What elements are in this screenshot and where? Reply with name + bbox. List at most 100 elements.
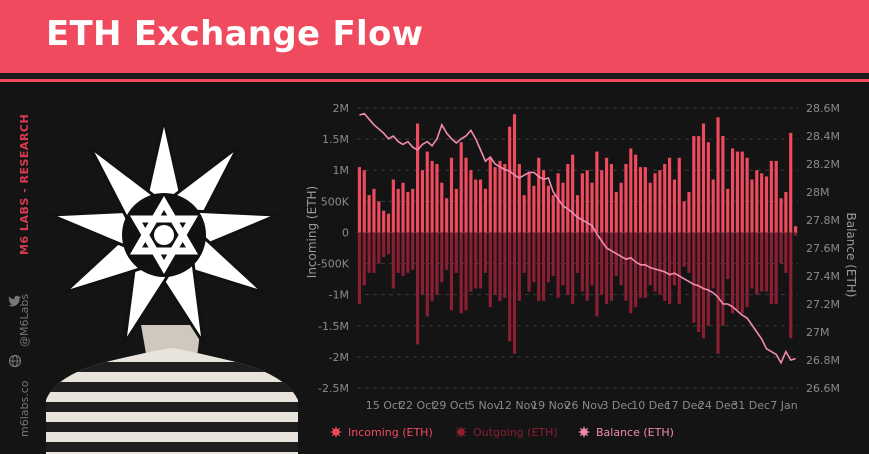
outgoing-bar: [498, 232, 502, 301]
outgoing-bar: [735, 232, 739, 311]
incoming-bar: [377, 201, 381, 233]
outgoing-bar: [464, 232, 468, 311]
incoming-bar: [701, 123, 706, 233]
header-accent-line: [0, 79, 869, 82]
x-tick-label: 31 Dec: [731, 399, 770, 412]
left-tick-label: -2M: [329, 351, 349, 364]
outgoing-bar: [750, 232, 754, 289]
left-tick-label: 2M: [333, 102, 350, 115]
outgoing-bar: [493, 232, 497, 295]
outgoing-bar: [653, 232, 657, 292]
outgoing-bar: [706, 232, 710, 326]
outgoing-bar: [391, 232, 395, 289]
left-tick-label: -2.5M: [318, 382, 349, 395]
incoming-bar: [672, 179, 676, 233]
incoming-bar: [750, 179, 754, 233]
incoming-bar: [638, 167, 643, 233]
outgoing-bar: [425, 232, 429, 317]
incoming-bar: [605, 157, 609, 233]
incoming-bar: [498, 160, 502, 233]
outgoing-bar: [672, 232, 676, 286]
right-tick-label: 28.6M: [806, 102, 840, 115]
incoming-bar: [367, 195, 371, 233]
incoming-bar: [386, 213, 391, 233]
legend-marker: [578, 426, 590, 438]
sidebar: M6 LABS - RESEARCH @M6Labs m6labs.co: [0, 82, 36, 454]
incoming-bar: [459, 142, 463, 233]
outgoing-bar: [726, 232, 730, 280]
twitter-handle: @M6Labs: [18, 293, 31, 347]
right-tick-label: 26.8M: [806, 354, 840, 367]
outgoing-bar: [430, 232, 434, 301]
right-tick-label: 27.2M: [806, 298, 840, 311]
legend-marker: [455, 426, 467, 438]
incoming-bar: [595, 151, 599, 233]
outgoing-bar: [556, 232, 560, 298]
outgoing-bar: [697, 232, 701, 332]
outgoing-bar: [745, 232, 749, 308]
outgoing-bar: [386, 232, 391, 255]
incoming-bar: [624, 164, 628, 233]
incoming-bar: [508, 126, 512, 233]
outgoing-bar: [527, 232, 531, 292]
incoming-bar: [692, 136, 696, 233]
balance-line-path: [359, 112, 796, 365]
outgoing-bar: [396, 232, 400, 273]
left-tick-label: -500K: [317, 258, 350, 271]
incoming-bar: [764, 176, 769, 233]
header-divider: [0, 73, 869, 79]
outgoing-bar: [764, 232, 769, 292]
twitter-icon: [8, 295, 21, 307]
incoming-bar: [648, 182, 652, 233]
outgoing-bar: [755, 232, 759, 295]
x-tick-label: 12 Nov: [498, 399, 537, 412]
incoming-bar: [551, 195, 555, 233]
incoming-bar: [546, 185, 550, 233]
incoming-bar: [784, 192, 788, 233]
incoming-bar: [556, 173, 560, 233]
incoming-bar: [571, 154, 575, 233]
balance-line: [359, 112, 796, 365]
outgoing-bar: [779, 232, 783, 264]
outgoing-bar: [382, 232, 386, 258]
incoming-bar: [663, 164, 667, 233]
right-tick-label: 27.8M: [806, 214, 840, 227]
incoming-bar: [503, 164, 507, 233]
outgoing-bar: [663, 232, 667, 301]
outgoing-bars: [357, 232, 798, 354]
incoming-bar: [474, 179, 478, 233]
x-tick-label: 5 Nov: [468, 399, 500, 412]
left-axis-title: Incoming (ETH): [305, 186, 319, 278]
right-tick-label: 28M: [806, 186, 830, 199]
outgoing-bar: [454, 232, 458, 273]
outgoing-bar: [619, 232, 623, 286]
outgoing-bar: [595, 232, 599, 317]
outgoing-bar: [411, 232, 415, 270]
x-tick-label: 29 Oct: [432, 399, 469, 412]
outgoing-bar: [512, 232, 517, 354]
incoming-bar: [469, 170, 473, 233]
page-title: ETH Exchange Flow: [46, 14, 424, 54]
incoming-bar: [479, 179, 483, 233]
outgoing-bar: [449, 232, 454, 311]
outgoing-bar: [682, 232, 686, 267]
incoming-bar: [561, 182, 565, 233]
left-tick-label: 0: [342, 226, 349, 239]
incoming-bar: [789, 132, 793, 233]
outgoing-bar: [658, 232, 662, 295]
globe-icon: [8, 354, 22, 368]
chart-grid: [357, 107, 798, 389]
outgoing-bar: [561, 232, 565, 286]
incoming-bar: [401, 182, 405, 233]
incoming-bar: [396, 188, 400, 233]
star-mask: [50, 119, 278, 344]
incoming-bar: [614, 192, 618, 233]
outgoing-bar: [609, 232, 613, 301]
left-tick-label: -1.5M: [318, 320, 349, 333]
x-tick-label: 22 Oct: [399, 399, 436, 412]
left-axis-ticks: 2M 1.5M 1M 500K 0 -500K -1M -1.5M -2M -2.5M: [317, 102, 350, 395]
legend-marker: [330, 426, 342, 438]
incoming-bar: [449, 157, 454, 233]
left-tick-label: 500K: [321, 195, 350, 208]
incoming-bar: [440, 182, 444, 233]
